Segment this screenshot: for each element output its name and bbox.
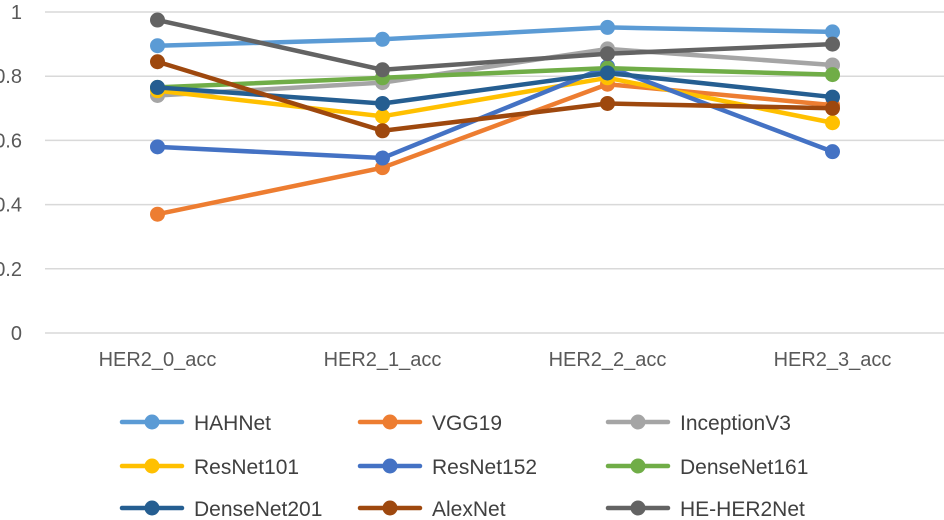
data-point bbox=[375, 123, 390, 139]
series-alexnet bbox=[150, 54, 840, 139]
y-tick-label: 0 bbox=[11, 323, 22, 345]
data-point bbox=[150, 139, 165, 155]
data-point bbox=[825, 115, 840, 131]
legend-label: DenseNet201 bbox=[194, 498, 322, 520]
series-hahnet bbox=[150, 19, 840, 54]
series-resnet101 bbox=[150, 70, 840, 131]
legend-item: InceptionV3 bbox=[605, 412, 791, 435]
legend-label: AlexNet bbox=[432, 498, 506, 520]
data-point bbox=[375, 31, 390, 47]
y-tick-label: 0.2 bbox=[0, 259, 22, 281]
series-line bbox=[155, 65, 835, 90]
legend-label: VGG19 bbox=[432, 412, 502, 435]
data-point bbox=[825, 144, 840, 160]
legend-item: AlexNet bbox=[357, 498, 506, 520]
data-point bbox=[825, 89, 840, 105]
legend-item: HE-HER2Net bbox=[605, 498, 805, 520]
y-axis-ticks: 0 0.2 0.4 0.6 0.8 1 bbox=[0, 2, 22, 345]
x-tick-label: HER2_0_acc bbox=[99, 349, 217, 371]
x-axis-ticks: HER2_0_acc HER2_1_acc HER2_2_acc HER2_3_acc bbox=[99, 349, 892, 371]
series-line bbox=[155, 59, 835, 134]
legend-item: ResNet152 bbox=[357, 456, 537, 479]
data-point bbox=[150, 54, 165, 70]
series-line bbox=[155, 75, 835, 125]
y-tick-label: 0.6 bbox=[0, 130, 22, 152]
legend-marker bbox=[144, 414, 160, 430]
data-point bbox=[150, 12, 165, 28]
x-tick-label: HER2_2_acc bbox=[549, 349, 667, 371]
legend-label: HE-HER2Net bbox=[680, 498, 805, 520]
legend-label: DenseNet161 bbox=[680, 456, 808, 479]
legend-label: ResNet101 bbox=[194, 456, 299, 479]
data-point bbox=[150, 79, 165, 95]
legend-marker bbox=[630, 500, 646, 516]
data-point bbox=[150, 206, 165, 222]
legend-marker bbox=[382, 458, 398, 474]
legend-label: HAHNet bbox=[194, 412, 271, 435]
data-point bbox=[600, 46, 615, 62]
series-line bbox=[155, 81, 835, 217]
series-line bbox=[155, 46, 835, 98]
series-he-her2net bbox=[150, 12, 840, 78]
y-tick-label: 1 bbox=[11, 2, 22, 24]
data-point bbox=[600, 19, 615, 35]
legend-marker bbox=[382, 414, 398, 430]
x-tick-label: HER2_3_acc bbox=[774, 349, 892, 371]
legend-item: DenseNet161 bbox=[605, 456, 808, 479]
legend-marker bbox=[144, 500, 160, 516]
data-point bbox=[600, 65, 615, 81]
data-point bbox=[375, 95, 390, 111]
y-tick-label: 0.4 bbox=[0, 195, 22, 217]
legend-item: HAHNet bbox=[119, 412, 271, 435]
legend-item: ResNet101 bbox=[119, 456, 299, 479]
legend-item: VGG19 bbox=[357, 412, 502, 435]
legend: HAHNet VGG19 InceptionV3 ResNet101 ResNet152… bbox=[119, 412, 808, 520]
x-tick-label: HER2_1_acc bbox=[324, 349, 442, 371]
series-line bbox=[155, 17, 835, 73]
legend-marker bbox=[382, 500, 398, 516]
series-line bbox=[155, 64, 835, 161]
data-point bbox=[375, 62, 390, 78]
data-point bbox=[825, 36, 840, 52]
legend-label: InceptionV3 bbox=[680, 412, 791, 435]
series-layer bbox=[150, 12, 840, 222]
data-point bbox=[825, 24, 840, 40]
y-tick-label: 0.8 bbox=[0, 66, 22, 88]
legend-marker bbox=[630, 458, 646, 474]
data-point bbox=[600, 95, 615, 111]
data-point bbox=[375, 150, 390, 166]
data-point bbox=[825, 67, 840, 83]
data-point bbox=[375, 108, 390, 124]
legend-marker bbox=[144, 458, 160, 474]
legend-label: ResNet152 bbox=[432, 456, 537, 479]
data-point bbox=[825, 100, 840, 116]
legend-marker bbox=[630, 414, 646, 430]
series-line bbox=[155, 25, 835, 48]
legend-item: DenseNet201 bbox=[119, 498, 322, 520]
data-point bbox=[150, 38, 165, 54]
